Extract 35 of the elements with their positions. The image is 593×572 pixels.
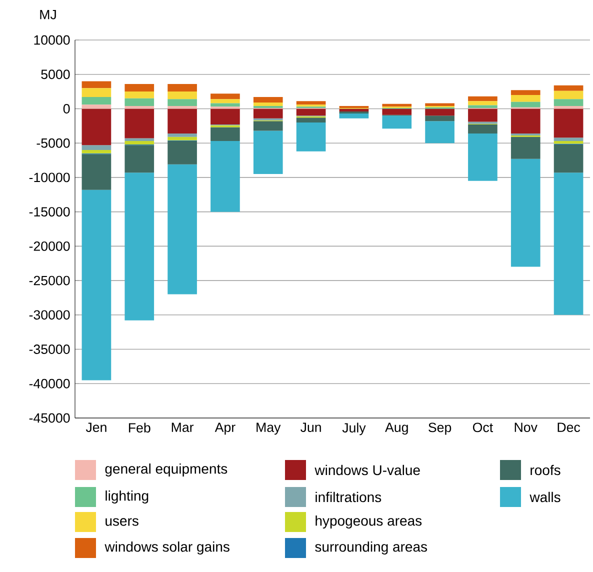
x-tick-label: Apr [214, 422, 236, 435]
y-tick-label: -30000 [29, 310, 70, 320]
x-tick-label: Sep [428, 422, 452, 435]
y-tick-label: -10000 [29, 172, 70, 182]
x-tick-label: Jun [300, 422, 321, 432]
y-tick-label: -5000 [36, 138, 70, 148]
legend-label: general equipments [105, 463, 228, 477]
y-tick-label: -40000 [29, 378, 70, 388]
y-tick-label: -15000 [29, 207, 70, 217]
y-tick-label: -35000 [29, 344, 70, 354]
x-tick-label: Aug [385, 422, 408, 435]
legend-label: infiltrations [316, 492, 382, 502]
legend-label: roofs [530, 464, 560, 476]
x-tick-label: July [342, 422, 366, 436]
y-tick-label: 0 [63, 104, 70, 114]
y-tick-label: -20000 [29, 241, 70, 251]
y-tick-label: -45000 [29, 413, 70, 423]
legend-label: hypogeous areas [316, 515, 422, 529]
x-tick-label: Feb [128, 422, 150, 432]
legend-label: lighting [106, 490, 148, 504]
x-tick-label: Oct [472, 422, 493, 432]
legend-label: users [106, 518, 138, 526]
x-tick-label: May [256, 422, 281, 435]
x-tick-label: Nov [514, 422, 538, 432]
legend-label: windows solar gains [104, 541, 230, 555]
x-tick-label: Jen [86, 422, 106, 432]
x-tick-label: Dec [558, 422, 580, 432]
legend-label: surrounding areas [315, 541, 428, 555]
y-axis-title: MJ [40, 10, 56, 20]
legend-label: windows U-value [314, 464, 420, 476]
y-tick-label: 5000 [41, 70, 70, 80]
y-tick-label: -25000 [29, 276, 70, 286]
legend-label: walls [530, 492, 560, 502]
x-tick-label: Mar [172, 422, 194, 432]
y-tick-label: 10000 [34, 35, 70, 45]
